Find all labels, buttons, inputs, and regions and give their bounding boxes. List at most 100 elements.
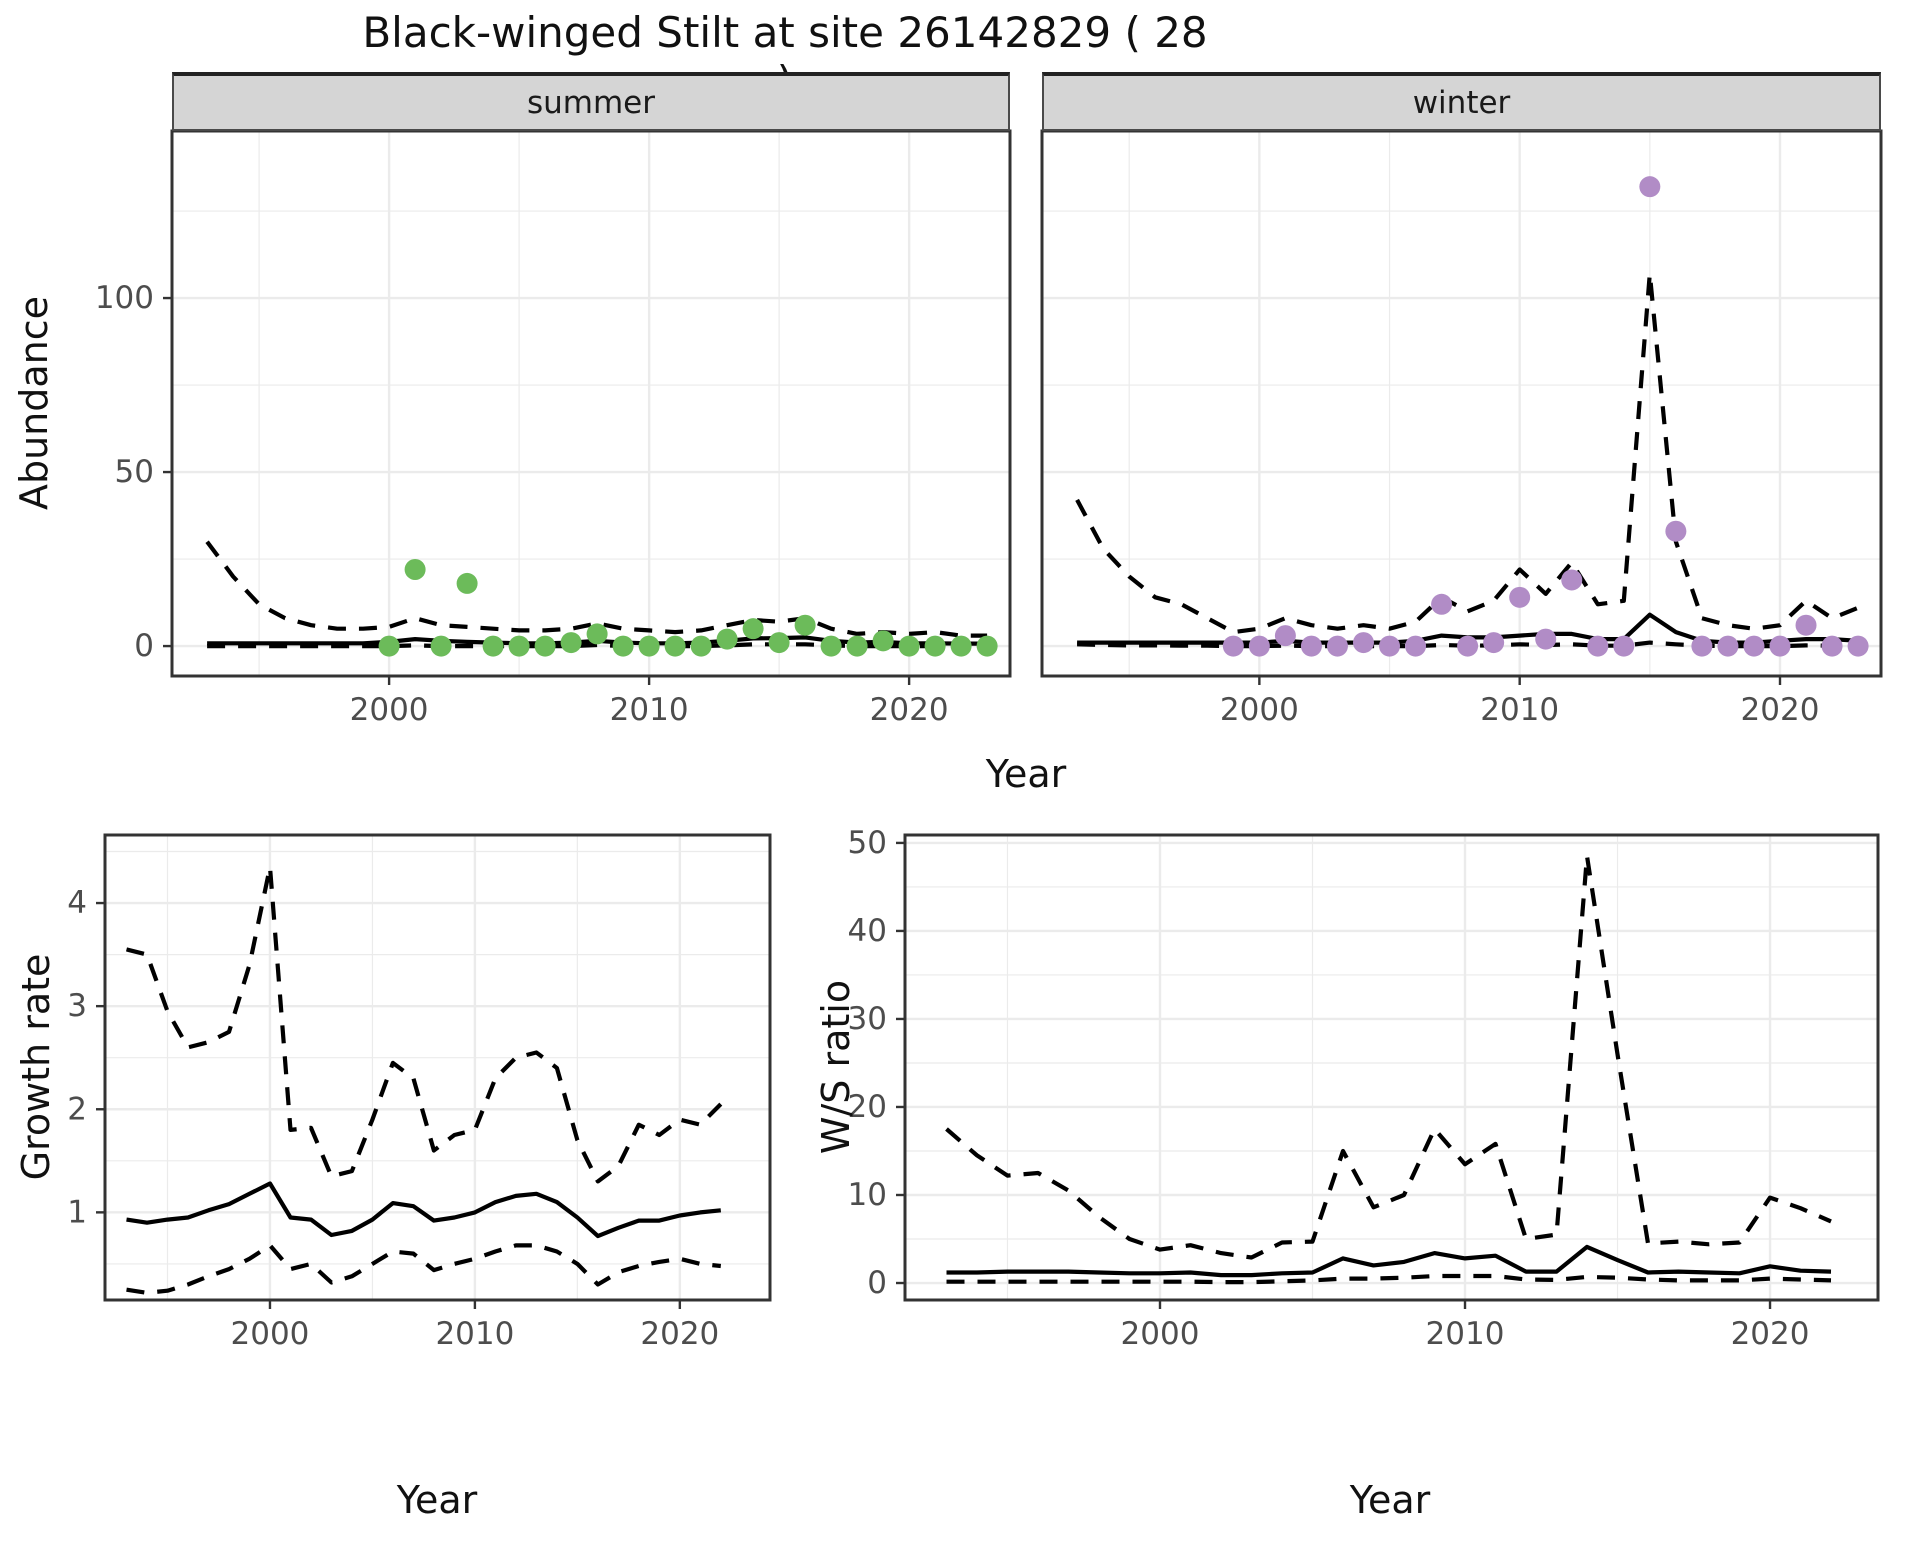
y-tick-label: 0	[867, 1265, 887, 1301]
observed-point	[430, 635, 452, 657]
y-axis-title-growth: Growth rate	[14, 953, 58, 1181]
panel-background	[905, 835, 1878, 1300]
y-tick-label: 40	[848, 913, 887, 949]
observed-point	[1379, 635, 1401, 657]
x-tick-label: 2020	[1731, 1316, 1810, 1352]
facet-label-winter: winter	[1412, 84, 1511, 121]
x-axis-title-year-top: Year	[985, 752, 1067, 796]
observed-point	[612, 635, 634, 657]
observed-point	[1248, 635, 1270, 657]
panel-border	[903, 833, 1880, 1302]
observed-point	[794, 614, 816, 636]
observed-point	[1847, 635, 1869, 657]
panel-background	[172, 131, 1010, 676]
observed-point	[1795, 614, 1817, 636]
y-tick-label: 30	[848, 1001, 887, 1037]
panel-background	[1042, 131, 1881, 676]
observed-point	[1274, 625, 1296, 647]
observed-point	[1222, 635, 1244, 657]
observed-point	[1561, 569, 1583, 591]
observed-point	[1821, 635, 1843, 657]
observed-point	[378, 635, 400, 657]
observed-point	[1691, 635, 1713, 657]
observed-point	[1717, 635, 1739, 657]
ci_lower-line	[946, 1273, 1832, 1285]
observed-point	[1483, 632, 1505, 654]
x-tick-label: 2020	[870, 692, 949, 728]
y-tick-label: 50	[848, 825, 887, 861]
y-axis-title-ws: W/S ratio	[814, 979, 858, 1155]
observed-point	[638, 635, 660, 657]
panel-border	[1040, 129, 1883, 678]
facet-strip-summer: summer	[172, 72, 1010, 131]
observed-point	[664, 635, 686, 657]
observed-point	[560, 632, 582, 654]
panel-border	[170, 129, 1012, 678]
observed-point	[1769, 635, 1791, 657]
facet-label-summer: summer	[526, 84, 655, 121]
y-tick-label: 100	[95, 280, 154, 316]
x-tick-label: 2000	[231, 1316, 310, 1352]
observed-point	[950, 635, 972, 657]
observed-point	[1352, 632, 1374, 654]
ci_upper-line	[205, 540, 988, 638]
observed-point	[690, 635, 712, 657]
observed-point	[404, 559, 426, 581]
panel-winter: 2000 2010 2020	[1040, 129, 1883, 728]
observed-point	[1300, 635, 1322, 657]
x-tick-label: 2010	[435, 1316, 514, 1352]
x-tick-label: 2000	[1220, 692, 1299, 728]
observed-point	[1743, 635, 1765, 657]
x-tick-label: 2020	[640, 1316, 719, 1352]
observed-point	[1326, 635, 1348, 657]
observed-point	[716, 628, 738, 650]
facet-strip-winter: winter	[1042, 72, 1881, 131]
observed-point	[508, 635, 530, 657]
observed-point	[1431, 593, 1453, 615]
y-tick-label: 20	[848, 1089, 887, 1125]
mean-line	[946, 1244, 1832, 1278]
observed-point	[1587, 635, 1609, 657]
y-tick-label: 1	[67, 1194, 87, 1230]
x-axis-title-year-growth: Year	[396, 1478, 478, 1522]
y-tick-label: 2	[67, 1091, 87, 1127]
observed-point	[742, 618, 764, 640]
ci_lower-line	[207, 642, 988, 649]
observed-point	[482, 635, 504, 657]
y-tick-label: 50	[115, 454, 154, 490]
x-tick-label: 2000	[1121, 1316, 1200, 1352]
y-tick-label: 10	[848, 1177, 887, 1213]
observed-point	[1535, 628, 1557, 650]
mean-line	[126, 1181, 722, 1239]
x-tick-label: 2010	[610, 692, 689, 728]
panel-summer: 0 50 100 2000 2010 2020	[95, 129, 1012, 728]
observed-point	[456, 572, 478, 594]
observed-point	[1613, 635, 1635, 657]
observed-point	[872, 630, 894, 652]
panel-growth: 1 2 3 4 2000 2010 2020	[67, 833, 772, 1352]
observed-point	[820, 635, 842, 657]
observed-point	[534, 635, 556, 657]
x-tick-label: 2020	[1741, 692, 1820, 728]
observed-point	[768, 632, 790, 654]
x-tick-label: 2000	[350, 692, 429, 728]
observed-point	[1665, 520, 1687, 542]
observed-point	[1639, 176, 1661, 198]
observed-point	[586, 623, 608, 645]
observed-point	[976, 635, 998, 657]
x-axis-title-year-ws: Year	[1349, 1478, 1431, 1522]
observed-point	[924, 635, 946, 657]
observed-point	[846, 635, 868, 657]
x-tick-label: 2010	[1426, 1316, 1505, 1352]
y-axis-title-abundance: Abundance	[12, 295, 56, 511]
y-tick-label: 4	[67, 885, 87, 921]
panel-border	[103, 833, 772, 1302]
observed-point	[1457, 635, 1479, 657]
panel-ws: 0 10 20 30 40 50 2000 2010 2020	[848, 825, 1880, 1352]
observed-point	[1405, 635, 1427, 657]
observed-point	[898, 635, 920, 657]
panel-background	[105, 835, 770, 1300]
ci_lower-line	[126, 1243, 722, 1295]
